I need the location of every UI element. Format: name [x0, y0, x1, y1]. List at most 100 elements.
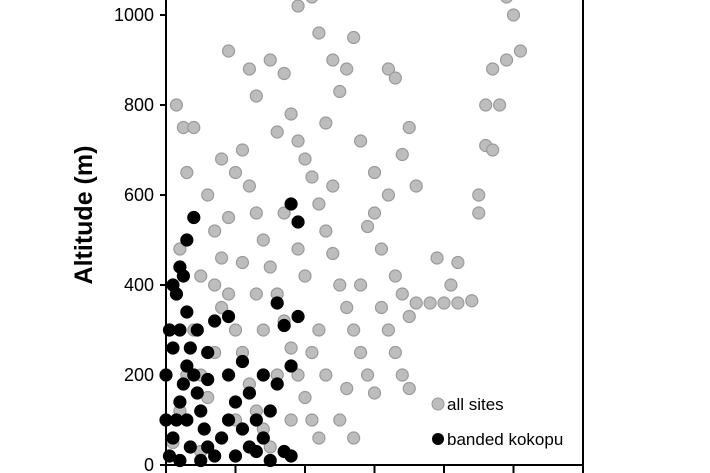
data-point — [166, 278, 180, 292]
data-point — [409, 296, 423, 310]
data-point — [437, 296, 451, 310]
data-point — [263, 404, 277, 418]
data-point — [173, 395, 187, 409]
data-point — [388, 71, 402, 85]
data-point — [263, 53, 277, 67]
data-point — [228, 449, 243, 463]
data-point — [312, 197, 326, 211]
data-point — [228, 165, 243, 180]
legend-marker-all-sites — [431, 397, 445, 411]
data-point — [291, 0, 305, 13]
data-point — [235, 422, 250, 436]
data-point — [256, 323, 270, 337]
data-point — [208, 278, 222, 292]
data-point — [242, 62, 256, 76]
data-point — [166, 431, 180, 445]
data-point — [423, 296, 437, 310]
data-point — [235, 143, 250, 157]
data-point — [340, 300, 354, 315]
data-point — [201, 345, 215, 360]
data-point — [284, 449, 298, 463]
data-point — [284, 107, 298, 121]
data-point — [263, 260, 277, 274]
data-point — [201, 188, 215, 202]
data-point — [173, 242, 187, 256]
data-point — [381, 323, 395, 337]
data-point — [340, 62, 354, 76]
data-point — [347, 431, 361, 445]
legend-label-banded-kokopu: banded kokopu — [447, 430, 563, 449]
data-point — [333, 278, 347, 292]
data-point — [409, 179, 423, 193]
data-point — [513, 44, 528, 58]
data-point — [169, 98, 184, 112]
data-point — [291, 215, 305, 229]
data-point — [305, 170, 319, 184]
y-axis-label: Altitude (m) — [70, 146, 98, 285]
data-point — [312, 431, 326, 445]
data-point — [187, 210, 201, 225]
data-point — [395, 287, 409, 301]
data-point — [249, 444, 263, 459]
data-point — [298, 390, 312, 405]
data-point — [306, 0, 318, 4]
y-tick-label: 200 — [124, 365, 154, 385]
data-point — [291, 368, 305, 382]
data-point — [486, 62, 500, 76]
data-point — [472, 206, 486, 220]
data-point — [298, 152, 312, 166]
data-point — [208, 314, 222, 328]
data-point — [235, 255, 250, 270]
data-point — [249, 287, 263, 301]
data-point — [176, 377, 190, 391]
data-point — [277, 66, 291, 81]
data-point — [194, 404, 208, 418]
data-point — [381, 188, 395, 202]
data-point — [493, 98, 507, 112]
data-point — [326, 179, 340, 193]
y-tick-label: 0 — [144, 455, 154, 473]
data-point — [354, 278, 368, 292]
data-point — [173, 453, 187, 468]
data-point — [256, 431, 270, 445]
data-point — [201, 372, 215, 387]
data-point — [367, 206, 382, 220]
data-point — [284, 413, 298, 427]
data-point — [221, 309, 236, 324]
data-point — [395, 147, 409, 162]
data-point — [333, 84, 347, 99]
y-tick-label: 800 — [124, 95, 154, 115]
data-point — [221, 44, 236, 58]
data-point — [499, 53, 514, 67]
data-point — [312, 323, 326, 337]
data-point — [194, 269, 208, 283]
data-point — [166, 341, 180, 355]
data-point — [249, 413, 263, 427]
data-point — [215, 251, 229, 265]
data-point — [374, 300, 389, 315]
data-point — [360, 219, 375, 234]
data-point — [326, 246, 340, 261]
data-point — [347, 323, 361, 337]
data-point — [263, 453, 277, 468]
data-point — [190, 323, 204, 337]
data-point — [451, 296, 465, 310]
data-point — [388, 345, 402, 360]
data-point — [360, 368, 375, 382]
data-point — [354, 134, 368, 148]
data-point — [215, 152, 229, 166]
data-point — [180, 413, 194, 427]
data-point — [444, 278, 458, 292]
legend-label-all-sites: all sites — [447, 395, 504, 414]
data-point — [430, 251, 444, 265]
data-point — [326, 53, 340, 67]
data-point — [284, 197, 298, 211]
data-point — [319, 224, 333, 238]
data-point — [249, 89, 263, 103]
data-point — [277, 318, 291, 333]
data-point — [187, 120, 201, 135]
data-point — [256, 368, 270, 382]
data-point — [291, 242, 305, 256]
data-point — [183, 341, 197, 355]
